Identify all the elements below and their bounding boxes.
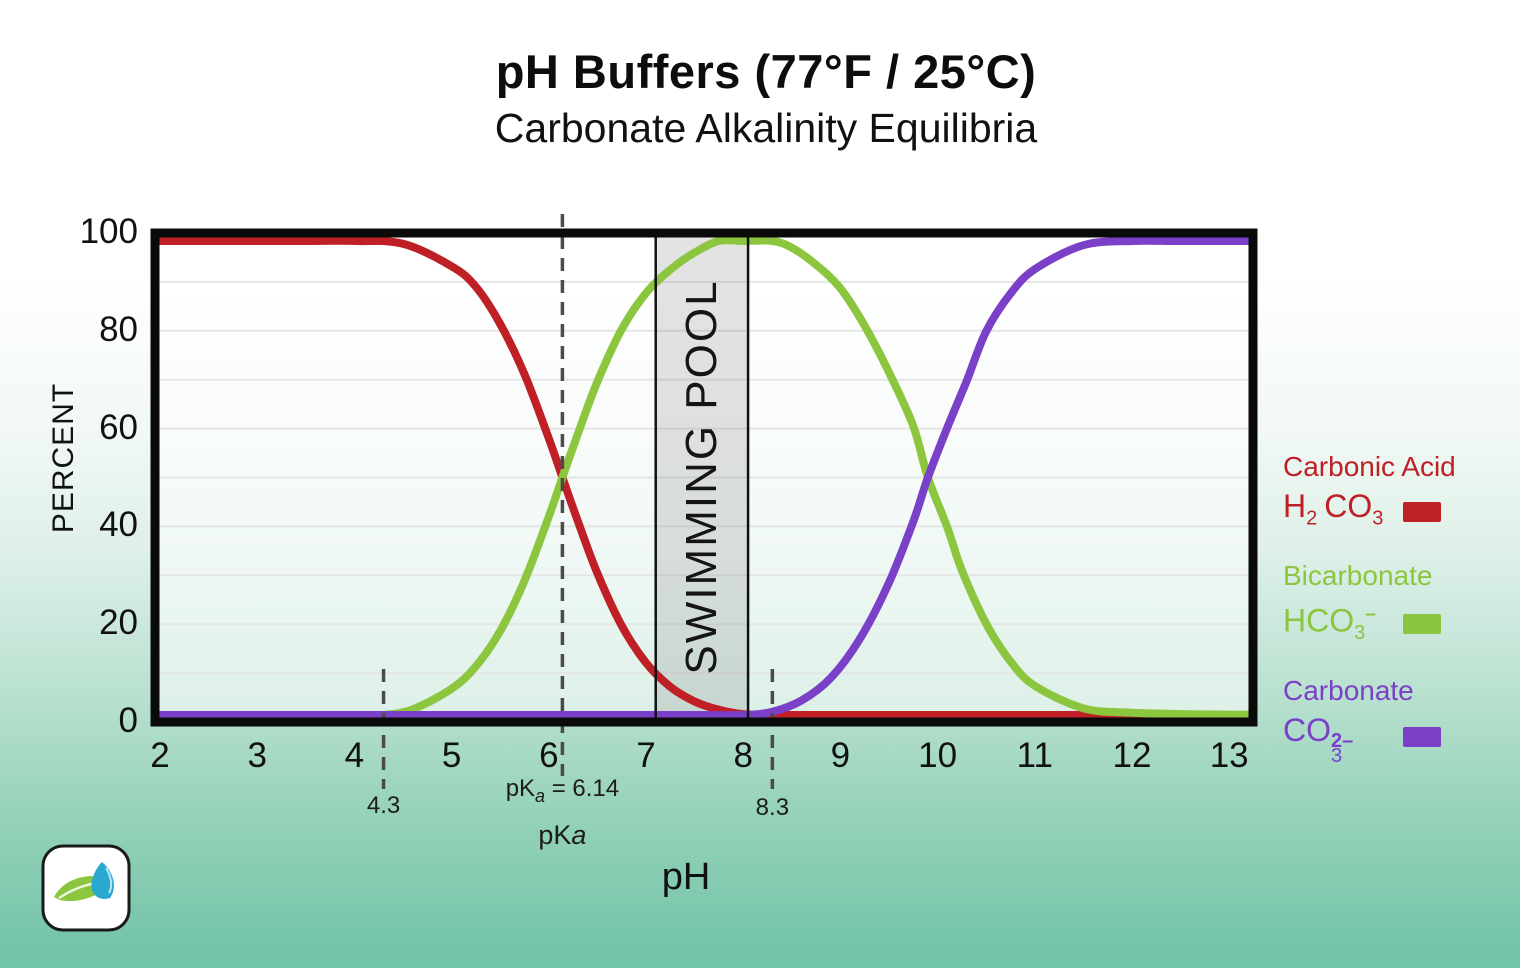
carbonic-acid-curve — [151, 236, 1253, 720]
formula-part: H — [1283, 488, 1307, 524]
x-tick-label: 13 — [1209, 736, 1249, 775]
brand-logo — [41, 844, 131, 932]
y-tick-label: 0 — [118, 701, 138, 740]
bicarbonate-curve — [151, 236, 1253, 720]
x-tick-label: 3 — [247, 736, 267, 775]
x-tick-label: 6 — [539, 736, 559, 775]
plot-border — [150, 228, 1258, 727]
pka-value: = 6.14 — [545, 775, 620, 802]
x-tick-label: 5 — [441, 736, 462, 775]
formula-part: HCO — [1283, 603, 1355, 640]
pka-value-label: pKa = 6.14 — [506, 775, 619, 807]
formula-sub: 2 — [1306, 507, 1318, 530]
legend-swatch-carbonic-acid — [1403, 502, 1441, 523]
pka-sub: a — [535, 785, 546, 806]
logo-drop-vein — [105, 867, 113, 894]
formula-sup: – — [1365, 604, 1376, 626]
legend-label-carbonic-acid: Carbonic Acid — [1283, 451, 1456, 482]
pka-prefix: pK — [505, 775, 536, 802]
legend-item-bicarbonate: Bicarbonate HCO3– — [1283, 559, 1508, 653]
pka-axis-italic-a: a — [571, 820, 587, 850]
y-tick-label: 40 — [99, 505, 138, 545]
chart-subtitle: Carbonate Alkalinity Equilibria — [494, 105, 1038, 151]
x-tick-label: 2 — [150, 736, 170, 775]
formula-sup: 2– — [1331, 730, 1354, 753]
formula-sub: 3 — [1331, 745, 1343, 768]
y-tick-label: 80 — [99, 309, 138, 349]
legend-label-bicarbonate: Bicarbonate — [1283, 560, 1433, 592]
pka1-marker-label: 4.3 — [366, 792, 401, 819]
legend-label-carbonate: Carbonate — [1283, 675, 1414, 707]
formula-part: CO — [1324, 488, 1373, 524]
legend-formula-hco3: HCO3– — [1283, 595, 1395, 653]
x-tick-label: 4 — [344, 736, 365, 775]
y-tick-label: 100 — [79, 212, 138, 251]
x-tick-label: 10 — [918, 736, 958, 775]
legend-item-carbonate: Carbonate CO 2– 3 — [1283, 674, 1508, 768]
formula-part: CO — [1283, 712, 1331, 749]
formula-sub: 3 — [1372, 507, 1384, 530]
y-tick-label: 20 — [99, 603, 138, 643]
swimming-pool-band-label: SWIMMING POOL — [676, 279, 726, 675]
x-tick-label: 12 — [1112, 736, 1152, 775]
legend-formula-h2co3: H2 CO3 — [1283, 486, 1395, 538]
legend: Carbonic Acid H2 CO3 Bicarbonate HCO3– Ca… — [1283, 450, 1508, 785]
x-axis-title: pH — [661, 856, 711, 898]
pka2-marker-label: 8.3 — [755, 794, 790, 821]
pka-axis-prefix: pK — [538, 820, 572, 850]
pka-axis-label: pKa — [538, 820, 586, 851]
legend-swatch-bicarbonate — [1403, 614, 1441, 635]
x-tick-label: 9 — [830, 736, 851, 775]
x-tick-label: 7 — [636, 736, 656, 775]
chart-title: pH Buffers (77°F / 25°C) — [495, 45, 1037, 98]
legend-item-carbonic-acid: Carbonic Acid H2 CO3 — [1283, 450, 1508, 538]
x-tick-label: 11 — [1016, 736, 1053, 775]
legend-formula-co3: CO 2– 3 — [1283, 710, 1395, 768]
swimming-pool-band — [655, 237, 749, 718]
carbonate-curve — [151, 236, 1253, 720]
legend-swatch-carbonate — [1403, 727, 1441, 748]
x-tick-label: 8 — [733, 736, 753, 775]
formula-sub: 3 — [1354, 622, 1366, 645]
y-tick-label: 60 — [99, 407, 138, 447]
